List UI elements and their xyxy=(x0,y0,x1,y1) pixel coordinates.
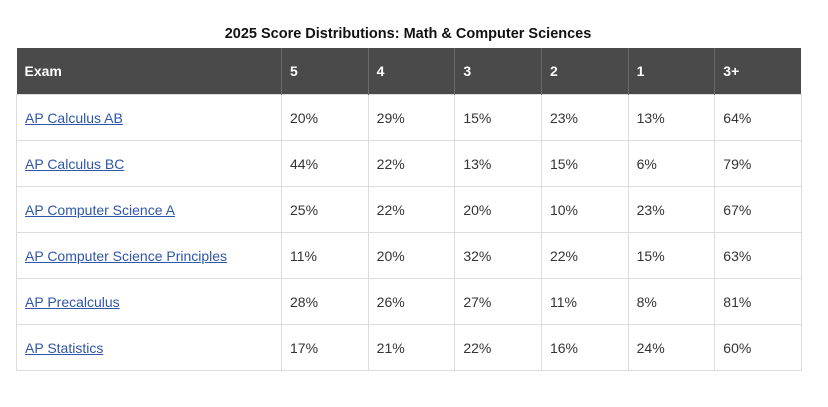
table-row: AP Calculus AB 20% 29% 15% 23% 13% 64% xyxy=(16,94,802,141)
pct-3-cell: 32% xyxy=(454,232,542,279)
exam-cell: AP Precalculus xyxy=(16,278,282,325)
exam-link[interactable]: AP Statistics xyxy=(25,339,104,356)
pct-3-cell: 22% xyxy=(454,324,542,371)
pct-4-cell: 29% xyxy=(367,94,456,141)
pct-3-plus-cell: 63% xyxy=(714,232,802,279)
score-distribution-table: Exam 5 4 3 2 1 3+ AP Calculus AB 20% 29%… xyxy=(16,48,802,371)
pct-5-cell: 25% xyxy=(281,186,369,233)
pct-2-cell: 22% xyxy=(540,232,629,279)
pct-3-plus-cell: 79% xyxy=(714,140,802,187)
pct-1-cell: 6% xyxy=(627,140,716,187)
exam-cell: AP Calculus BC xyxy=(16,140,282,187)
table-row: AP Precalculus 28% 26% 27% 11% 8% 81% xyxy=(16,278,802,325)
exam-link[interactable]: AP Computer Science Principles xyxy=(25,247,228,264)
pct-5-cell: 28% xyxy=(281,278,369,325)
table-caption: 2025 Score Distributions: Math & Compute… xyxy=(224,26,592,42)
pct-4-cell: 22% xyxy=(367,140,456,187)
pct-5-cell: 20% xyxy=(281,94,369,141)
table-header: Exam 5 4 3 2 1 3+ xyxy=(16,48,802,95)
header-score-1: 1 xyxy=(627,48,715,95)
pct-4-cell: 26% xyxy=(367,278,456,325)
header-score-3: 3 xyxy=(454,48,542,95)
pct-2-cell: 23% xyxy=(540,94,629,141)
pct-1-cell: 23% xyxy=(627,186,716,233)
exam-cell: AP Computer Science A xyxy=(16,186,282,233)
table-row: AP Computer Science Principles 11% 20% 3… xyxy=(16,232,802,279)
table-row: AP Statistics 17% 21% 22% 16% 24% 60% xyxy=(16,324,802,371)
exam-link[interactable]: AP Computer Science A xyxy=(25,201,175,218)
pct-3-plus-cell: 64% xyxy=(714,94,802,141)
pct-4-cell: 22% xyxy=(367,186,456,233)
pct-3-cell: 27% xyxy=(454,278,542,325)
exam-link[interactable]: AP Precalculus xyxy=(25,293,120,310)
pct-4-cell: 20% xyxy=(367,232,456,279)
exam-cell: AP Computer Science Principles xyxy=(16,232,282,279)
exam-cell: AP Statistics xyxy=(16,324,282,371)
pct-5-cell: 44% xyxy=(281,140,369,187)
header-row: Exam 5 4 3 2 1 3+ xyxy=(16,48,802,95)
pct-5-cell: 11% xyxy=(281,232,369,279)
table-body: AP Calculus AB 20% 29% 15% 23% 13% 64% A… xyxy=(16,94,802,371)
pct-2-cell: 16% xyxy=(540,324,629,371)
pct-1-cell: 13% xyxy=(627,94,716,141)
pct-2-cell: 10% xyxy=(540,186,629,233)
pct-2-cell: 15% xyxy=(540,140,629,187)
pct-3-plus-cell: 81% xyxy=(714,278,802,325)
header-score-5: 5 xyxy=(281,48,369,95)
pct-2-cell: 11% xyxy=(540,278,629,325)
pct-5-cell: 17% xyxy=(281,324,369,371)
exam-link[interactable]: AP Calculus AB xyxy=(25,109,123,126)
exam-link[interactable]: AP Calculus BC xyxy=(25,155,125,172)
pct-1-cell: 15% xyxy=(627,232,716,279)
header-score-3-plus: 3+ xyxy=(714,48,802,95)
pct-3-cell: 15% xyxy=(454,94,542,141)
header-exam: Exam xyxy=(16,48,282,95)
pct-3-cell: 13% xyxy=(454,140,542,187)
header-score-4: 4 xyxy=(367,48,455,95)
exam-cell: AP Calculus AB xyxy=(16,94,282,141)
table-row: AP Calculus BC 44% 22% 13% 15% 6% 79% xyxy=(16,140,802,187)
header-score-2: 2 xyxy=(540,48,629,95)
pct-3-cell: 20% xyxy=(454,186,542,233)
pct-3-plus-cell: 60% xyxy=(714,324,802,371)
pct-1-cell: 8% xyxy=(627,278,716,325)
pct-1-cell: 24% xyxy=(627,324,716,371)
table-row: AP Computer Science A 25% 22% 20% 10% 23… xyxy=(16,186,802,233)
pct-3-plus-cell: 67% xyxy=(714,186,802,233)
pct-4-cell: 21% xyxy=(367,324,456,371)
